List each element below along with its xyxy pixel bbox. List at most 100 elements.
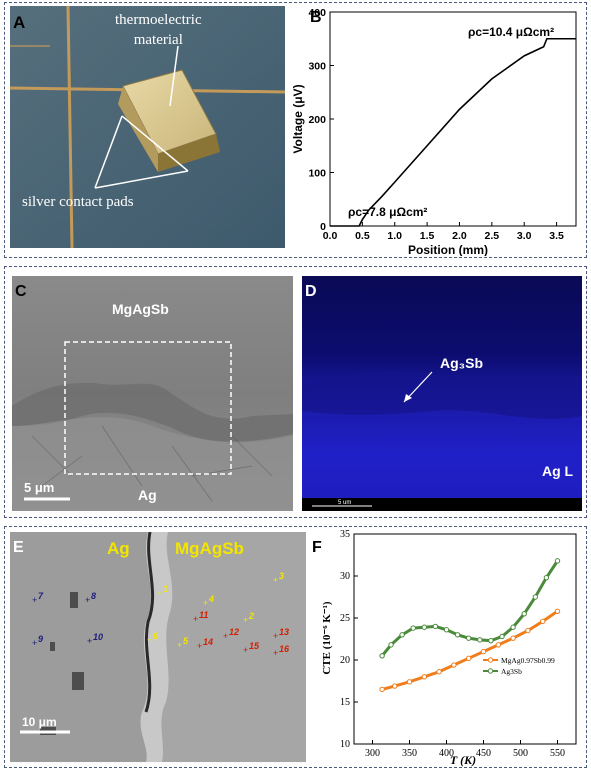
panel-b-xtick-label: 0.0 (323, 230, 338, 242)
panel-e-point-marker: + (32, 595, 37, 605)
panel-a-photo: A (9, 5, 286, 249)
panel-e-point-label: 3 (279, 571, 284, 581)
panel-f-chart: F CTE (10⁻⁶ K⁻¹) T (K) 300 350 400 450 500 55… (312, 529, 577, 767)
panel-e-letter: E (13, 539, 24, 556)
panel-c-letter: C (15, 283, 27, 300)
label-ag-l: Ag L (542, 463, 574, 479)
panel-f-ylabel: CTE (10⁻⁶ K⁻¹) (321, 601, 333, 675)
panel-f-series-point (499, 633, 505, 640)
panel-f-xlabel: T (K) (450, 753, 476, 767)
panel-f-series-point (543, 574, 550, 581)
label-ag3sb: Ag₃Sb (440, 355, 483, 371)
panel-f-plot-frame (353, 533, 577, 745)
panel-b-ytick-label: 100 (308, 168, 326, 180)
panel-b-plot-frame (329, 11, 577, 227)
panel-f-series-point (432, 623, 439, 630)
panel-e-point-marker: + (87, 636, 92, 646)
panel-e-scalebar: 10 μm (22, 715, 57, 729)
panel-f-series-point (510, 635, 516, 641)
panel-f-series-point (540, 618, 546, 625)
panel-f-ytick-label: 35 (340, 530, 350, 540)
panel-f-series-line (381, 610, 559, 691)
panel-b-voltage-line (330, 37, 576, 227)
panel-a: A thermoelectric material silver contact… (9, 5, 286, 249)
label-thermoelectric-material: thermoelectric material (115, 12, 202, 48)
panel-b-ylabel: Voltage (μV) (291, 84, 305, 153)
panel-e-point-marker: + (273, 575, 278, 585)
panel-e-point-marker: + (223, 631, 228, 641)
panel-b-xtick-label: 1.5 (420, 230, 435, 242)
panel-b-letter: B (310, 9, 322, 26)
panel-d: D Ag₃Sb Ag L 5 um (302, 276, 582, 511)
label-ag: Ag (138, 487, 157, 503)
panel-b-ytick-label: 300 (308, 61, 326, 73)
panel-f-xtick-label: 350 (402, 748, 417, 759)
panel-f-series-point (392, 683, 398, 689)
panel-a-letter: A (13, 13, 25, 32)
panel-b-xtick-label: 0.5 (355, 230, 370, 242)
panel-b-ytick-label: 0 (320, 221, 326, 233)
panel-e: E Ag MgAgSb 10 μm +1 +2 +3 +4 +5 +6 +7 +8 +9 +10 +… (10, 531, 306, 762)
panel-b-annotation-bottom: ρc=7.8 μΩcm² (348, 205, 427, 219)
panel-e-point-label: 2 (248, 611, 254, 621)
panel-f-series-point (443, 627, 450, 633)
panel-e-point-marker: + (147, 635, 152, 645)
panel-b-xtick-label: 3.5 (549, 230, 564, 242)
panel-c: C MgAgSb Ag 5 μm (12, 276, 293, 511)
panel-f-series-point (379, 653, 385, 659)
panel-f-series-point (466, 635, 472, 641)
panel-f: F CTE (10⁻⁶ K⁻¹) T (K) 300 350 400 450 500 55… (308, 529, 586, 768)
panel-e-point-marker: + (273, 631, 278, 641)
panel-e-image: E Ag MgAgSb 10 μm +1+ 2+ 3+ 4+ 5+ 6+ 7 +8+ 9 +10+… (10, 531, 306, 762)
panel-e-point-label: 13 (279, 627, 289, 637)
panel-f-series-point (421, 674, 428, 680)
panel-b-xtick-label: 2.5 (485, 230, 500, 242)
panel-b-annotation-top: ρc=10.4 μΩcm² (468, 25, 554, 39)
panel-e-point-label: 8 (91, 591, 96, 601)
panel-e-point-label: 15 (249, 641, 260, 651)
panel-f-series-point (554, 558, 561, 564)
panel-e-point-marker: + (193, 614, 198, 624)
panel-f-series-point (480, 648, 487, 655)
panel-d-image: D Ag₃Sb Ag L 5 um (302, 276, 582, 511)
panel-b-xtick-label: 2.0 (452, 230, 467, 242)
panel-e-point-label: 9 (38, 634, 43, 644)
panel-f-series-point (406, 679, 413, 685)
panel-f-legend-marker (487, 657, 494, 663)
panel-d-scalebar: 5 um (338, 500, 351, 506)
panel-e-point-marker: + (243, 645, 248, 655)
panel-e-point-marker: + (243, 615, 248, 625)
panel-e-point-marker: + (157, 588, 162, 598)
panel-f-ytick-label: 15 (340, 697, 350, 708)
panel-c-image: C MgAgSb Ag 5 μm (12, 276, 293, 511)
panel-f-legend-label: MgAg0.97Sb0.99 (501, 656, 555, 665)
panel-b-xtick-label: 1.0 (387, 230, 402, 242)
panel-e-point-label: 12 (229, 627, 239, 637)
panel-f-series-point (399, 632, 405, 638)
label-mgagsb: MgAgSb (112, 301, 169, 317)
label-mgagsb-e: MgAgSb (175, 539, 244, 558)
panel-f-xtick-label: 300 (365, 748, 380, 759)
panel-b-ytick-label: 200 (308, 114, 326, 126)
panel-f-series-point (454, 632, 461, 638)
panel-e-point-label: 10 (93, 632, 103, 642)
panel-f-series-point (410, 625, 416, 631)
panel-f-ytick-label: 25 (340, 613, 350, 624)
panel-e-point-label: 7 (38, 591, 44, 601)
panel-e-point-label: 5 (183, 636, 189, 646)
panel-f-series-point (466, 655, 472, 662)
panel-f-series-point (532, 594, 539, 600)
panel-d-letter: D (305, 283, 317, 300)
panel-f-series-point (495, 642, 502, 648)
panel-f-series-point (421, 624, 428, 630)
panel-b: B Voltage (μV) Position (mm) ρc=10.4 μΩc… (290, 4, 586, 257)
panel-f-xtick-label: 450 (476, 748, 491, 759)
panel-f-xtick-label: 550 (550, 748, 565, 759)
panel-f-ytick-label: 20 (340, 655, 350, 666)
panel-e-point-marker: + (203, 598, 208, 608)
label-ag-e: Ag (107, 539, 130, 558)
row-ef (4, 526, 587, 768)
panel-e-point-label: 11 (199, 610, 208, 620)
panel-c-scalebar: 5 μm (24, 480, 54, 495)
panel-e-point-marker: + (197, 641, 202, 651)
